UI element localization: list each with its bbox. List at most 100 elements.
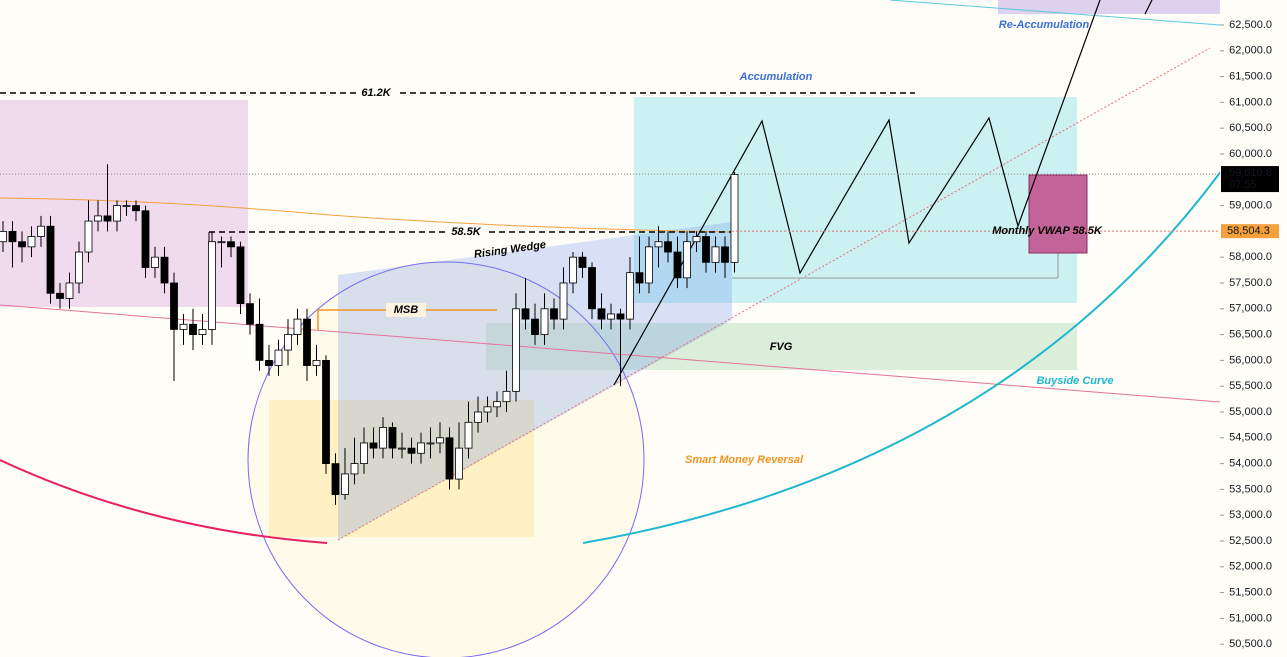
candle-body <box>683 241 691 279</box>
y-tick-label: 51,500.0 <box>1229 587 1272 599</box>
candle-body <box>255 323 264 361</box>
y-tick-label: 61,500.0 <box>1229 70 1272 82</box>
vwap-price-box <box>1221 224 1279 239</box>
candle-body <box>312 359 321 366</box>
candle-body <box>673 251 682 279</box>
candle-body <box>531 318 539 335</box>
candle-body <box>198 329 207 335</box>
price-axis: 50,500.0 51,000.0 51,500.0 52,000.0 52,500.0… <box>1220 19 1279 650</box>
last-price-label: 59,610.8 <box>1229 167 1272 179</box>
trend-line <box>0 304 1221 403</box>
msb-line <box>317 309 497 330</box>
candle-body <box>360 442 368 464</box>
candle-body <box>189 323 197 335</box>
y-tick-label: 60,000.0 <box>1229 148 1272 160</box>
candle-body <box>170 282 178 330</box>
candle-body <box>493 401 501 408</box>
vwap-box <box>1028 174 1088 254</box>
candle-body <box>103 215 112 222</box>
y-tick-label: 50,500.0 <box>1229 638 1272 650</box>
candle-body <box>578 256 587 268</box>
candle-body <box>246 303 254 325</box>
annotation: Smart Money Reversal <box>685 454 804 466</box>
annotation: 58.5K <box>451 226 481 238</box>
candle-body <box>331 463 340 495</box>
candle-body <box>436 437 444 444</box>
y-tick-label: 60,500.0 <box>1229 122 1272 134</box>
candle-body <box>46 225 55 294</box>
fvg-zone <box>486 323 1077 370</box>
accumulation-zone <box>634 97 1077 303</box>
candle-body <box>417 442 425 454</box>
candle-body <box>502 390 511 403</box>
candle-body <box>160 256 169 284</box>
candle-body <box>407 447 416 454</box>
y-tick-label: 57,000.0 <box>1229 303 1272 315</box>
y-tick-label: 52,000.0 <box>1229 561 1272 573</box>
candle-body <box>141 210 150 268</box>
y-tick-label: 53,000.0 <box>1229 509 1272 521</box>
candle-body <box>227 241 235 248</box>
y-tick-label: 58,000.0 <box>1229 251 1272 263</box>
y-tick-label: 51,000.0 <box>1229 612 1272 624</box>
candle-body <box>464 421 473 449</box>
candle-body <box>569 256 577 284</box>
candle-body <box>56 292 64 299</box>
candle-body <box>27 236 36 248</box>
candle-body <box>483 406 492 413</box>
candle-body <box>512 308 520 392</box>
candle-body <box>711 246 720 263</box>
last-price-box <box>1221 166 1279 193</box>
candle-body <box>379 427 387 449</box>
candle-body <box>84 220 93 253</box>
annotation: Accumulation <box>739 71 813 83</box>
annotation: 61.2K <box>361 87 391 99</box>
candle-body <box>388 427 397 449</box>
candle-body <box>474 411 482 423</box>
candle-body <box>65 282 74 299</box>
candle-body <box>208 241 216 330</box>
candle-body <box>369 442 378 449</box>
y-tick-label: 55,000.0 <box>1229 406 1272 418</box>
candle-body <box>455 447 463 480</box>
candle-body <box>236 246 245 305</box>
candle-body <box>597 308 606 320</box>
zone <box>0 100 248 307</box>
candle-body <box>721 246 729 263</box>
trend-line <box>889 0 1221 26</box>
candle-body <box>426 442 435 445</box>
candle-body <box>607 313 615 320</box>
buyside-curve <box>582 169 1223 544</box>
candle-body <box>702 236 710 263</box>
candle-body <box>635 272 644 284</box>
candle-body <box>616 313 625 320</box>
y-tick-label: 62,000.0 <box>1229 45 1272 57</box>
candle-body <box>322 359 330 464</box>
candle-body <box>398 447 406 450</box>
y-tick-label: 52,500.0 <box>1229 535 1272 547</box>
y-tick-label: 54,500.0 <box>1229 432 1272 444</box>
label-bg <box>446 225 486 239</box>
y-tick-label: 57,500.0 <box>1229 277 1272 289</box>
candle-body <box>293 318 302 335</box>
curve <box>0 459 328 544</box>
candle-body <box>284 334 292 351</box>
y-tick-label: 61,000.0 <box>1229 96 1272 108</box>
candle-body <box>730 174 739 263</box>
candle-body <box>265 359 273 366</box>
projection <box>613 0 1101 386</box>
annotation: Re-Accumulation <box>999 19 1090 31</box>
candle-body <box>37 225 45 237</box>
y-tick-label: 56,000.0 <box>1229 354 1272 366</box>
candle-body <box>113 205 121 222</box>
candle-body <box>664 241 672 253</box>
levels <box>0 173 1220 232</box>
countdown: 07:55 <box>1229 179 1257 191</box>
candle-body <box>18 241 26 248</box>
ma-line <box>0 197 733 233</box>
candle-body <box>521 308 530 320</box>
y-tick-label: 59,000.0 <box>1229 199 1272 211</box>
candle-body <box>559 282 568 320</box>
price-axis <box>1220 0 1287 657</box>
